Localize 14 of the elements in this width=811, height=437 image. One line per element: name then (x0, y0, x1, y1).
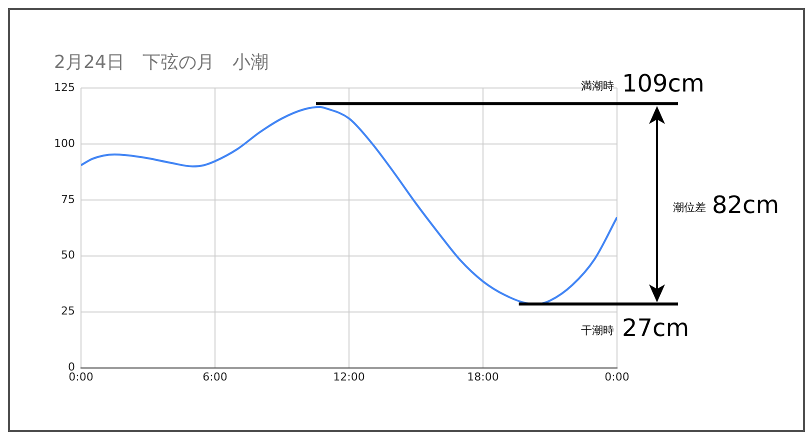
x-tick-label: 0:00 (604, 370, 630, 384)
ref-line-label: 満潮時 109cm (581, 70, 704, 98)
ref-line-label: 干潮時 27cm (581, 314, 690, 342)
x-tick-label: 6:00 (202, 370, 228, 384)
x-tick-label: 18:00 (467, 370, 499, 384)
y-tick-label: 25 (60, 304, 75, 318)
y-tick-label: 125 (54, 80, 75, 94)
chart-title: 2月24日 下弦の月 小潮 (54, 51, 268, 74)
line-series (80, 106, 617, 305)
text: 潮位差 82cm (673, 190, 780, 219)
x-tick-label: 12:00 (333, 370, 365, 384)
y-tick-label: 50 (60, 248, 75, 262)
y-tick-label: 100 (54, 136, 75, 150)
y-tick-label: 75 (60, 192, 75, 206)
